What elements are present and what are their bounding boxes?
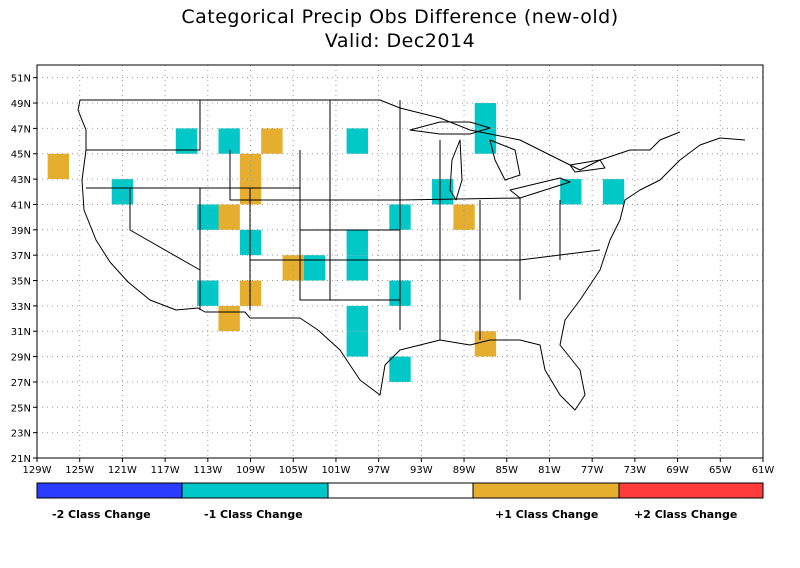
lat-label: 33N bbox=[11, 302, 31, 313]
cell-plus1 bbox=[239, 179, 262, 205]
cell-plus1 bbox=[239, 153, 262, 180]
lake-ontario bbox=[569, 159, 606, 173]
cell-minus1 bbox=[239, 229, 262, 256]
state-line bbox=[129, 188, 201, 271]
cell-plus1 bbox=[47, 153, 70, 180]
lon-label: 69W bbox=[666, 465, 689, 476]
lat-label: 47N bbox=[11, 124, 31, 135]
lon-label: 73W bbox=[624, 465, 647, 476]
longitude-labels: 129W 125W 121W 117W 113W 109W 105W 101W 97W 93W 89… bbox=[23, 465, 775, 476]
lon-label: 101W bbox=[321, 465, 350, 476]
map-subtitle: Valid: Dec2014 bbox=[324, 30, 476, 52]
lon-label: 93W bbox=[410, 465, 433, 476]
plot-frame bbox=[36, 64, 764, 459]
cell-minus1 bbox=[346, 305, 368, 332]
lon-label: 113W bbox=[193, 465, 222, 476]
canada-border-line bbox=[77, 99, 681, 171]
state-line bbox=[229, 150, 330, 201]
lon-label: 81W bbox=[538, 465, 561, 476]
cell-plus1 bbox=[282, 255, 304, 281]
lat-label: 21N bbox=[11, 454, 31, 465]
cell-minus1 bbox=[389, 356, 411, 382]
cell-plus1 bbox=[218, 204, 240, 230]
legend-label-minus2: -2 Class Change bbox=[52, 508, 151, 521]
us-state-outlines bbox=[77, 99, 746, 411]
cell-minus1 bbox=[346, 128, 368, 154]
cell-minus1 bbox=[432, 179, 454, 205]
legend-label-plus2: +2 Class Change bbox=[634, 508, 738, 521]
legend-swatch-minus2 bbox=[36, 482, 183, 499]
cell-plus1 bbox=[239, 280, 262, 306]
map-title: Categorical Precip Obs Difference (new-o… bbox=[181, 6, 619, 28]
lon-label: 61W bbox=[752, 465, 775, 476]
lat-label: 49N bbox=[11, 99, 31, 110]
legend-swatch-plus1 bbox=[472, 482, 620, 499]
cell-minus1 bbox=[346, 255, 368, 281]
west-coast-line bbox=[77, 109, 206, 313]
lat-label: 41N bbox=[11, 200, 31, 211]
lon-label: 109W bbox=[236, 465, 265, 476]
cell-minus1 bbox=[197, 204, 219, 230]
lon-label: 85W bbox=[495, 465, 518, 476]
legend-label-minus1: -1 Class Change bbox=[204, 508, 303, 521]
lat-label: 51N bbox=[11, 74, 31, 85]
cell-minus1 bbox=[197, 280, 219, 306]
cell-minus1 bbox=[602, 179, 625, 205]
legend-swatch-plus2 bbox=[618, 482, 764, 499]
cell-minus1 bbox=[474, 128, 497, 154]
lake-huron bbox=[489, 139, 521, 181]
lake-superior bbox=[409, 121, 491, 135]
cell-minus1 bbox=[560, 179, 582, 205]
graticule-grid bbox=[37, 65, 763, 458]
gulf-coast-line bbox=[439, 239, 611, 411]
lat-label: 27N bbox=[11, 378, 31, 389]
lat-label: 25N bbox=[11, 403, 31, 414]
cell-minus1 bbox=[474, 103, 497, 129]
state-line bbox=[86, 100, 201, 151]
cell-minus1 bbox=[111, 179, 134, 205]
legend-swatch-minus1 bbox=[181, 482, 329, 499]
legend-swatch-zero bbox=[327, 482, 474, 499]
lon-label: 117W bbox=[151, 465, 180, 476]
cell-minus1 bbox=[346, 229, 368, 256]
lon-label: 97W bbox=[367, 465, 390, 476]
latitude-labels: 21N 23N 25N 27N 29N 31N 33N 35N 37N 39N 41N 43N 45N 4… bbox=[11, 74, 31, 465]
mexico-border-line bbox=[205, 311, 441, 396]
axis-ticks bbox=[33, 77, 764, 462]
cell-plus1 bbox=[453, 204, 475, 230]
cell-plus1 bbox=[261, 128, 283, 154]
cell-minus1 bbox=[218, 128, 240, 154]
lon-label: 77W bbox=[581, 465, 604, 476]
lon-label: 65W bbox=[709, 465, 732, 476]
cell-minus1 bbox=[303, 255, 326, 281]
lat-label: 35N bbox=[11, 277, 31, 288]
lon-label: 121W bbox=[108, 465, 137, 476]
lat-label: 39N bbox=[11, 226, 31, 237]
east-coast-line bbox=[609, 137, 746, 241]
lat-label: 29N bbox=[11, 353, 31, 364]
state-line bbox=[330, 197, 521, 201]
cell-plus1 bbox=[474, 331, 497, 357]
lat-label: 31N bbox=[11, 327, 31, 338]
lat-label: 23N bbox=[11, 429, 31, 440]
lon-label: 129W bbox=[23, 465, 52, 476]
lon-label: 89W bbox=[453, 465, 476, 476]
lat-label: 45N bbox=[11, 150, 31, 161]
cell-minus1 bbox=[346, 331, 368, 357]
lat-label: 43N bbox=[11, 175, 31, 186]
difference-cells bbox=[47, 103, 625, 382]
cell-plus1 bbox=[218, 305, 240, 332]
lon-label: 105W bbox=[279, 465, 308, 476]
lon-label: 125W bbox=[65, 465, 94, 476]
lat-label: 37N bbox=[11, 251, 31, 262]
cell-minus1 bbox=[175, 128, 198, 154]
lake-michigan bbox=[449, 139, 463, 201]
legend-label-plus1: +1 Class Change bbox=[495, 508, 599, 521]
lake-erie bbox=[509, 177, 571, 199]
